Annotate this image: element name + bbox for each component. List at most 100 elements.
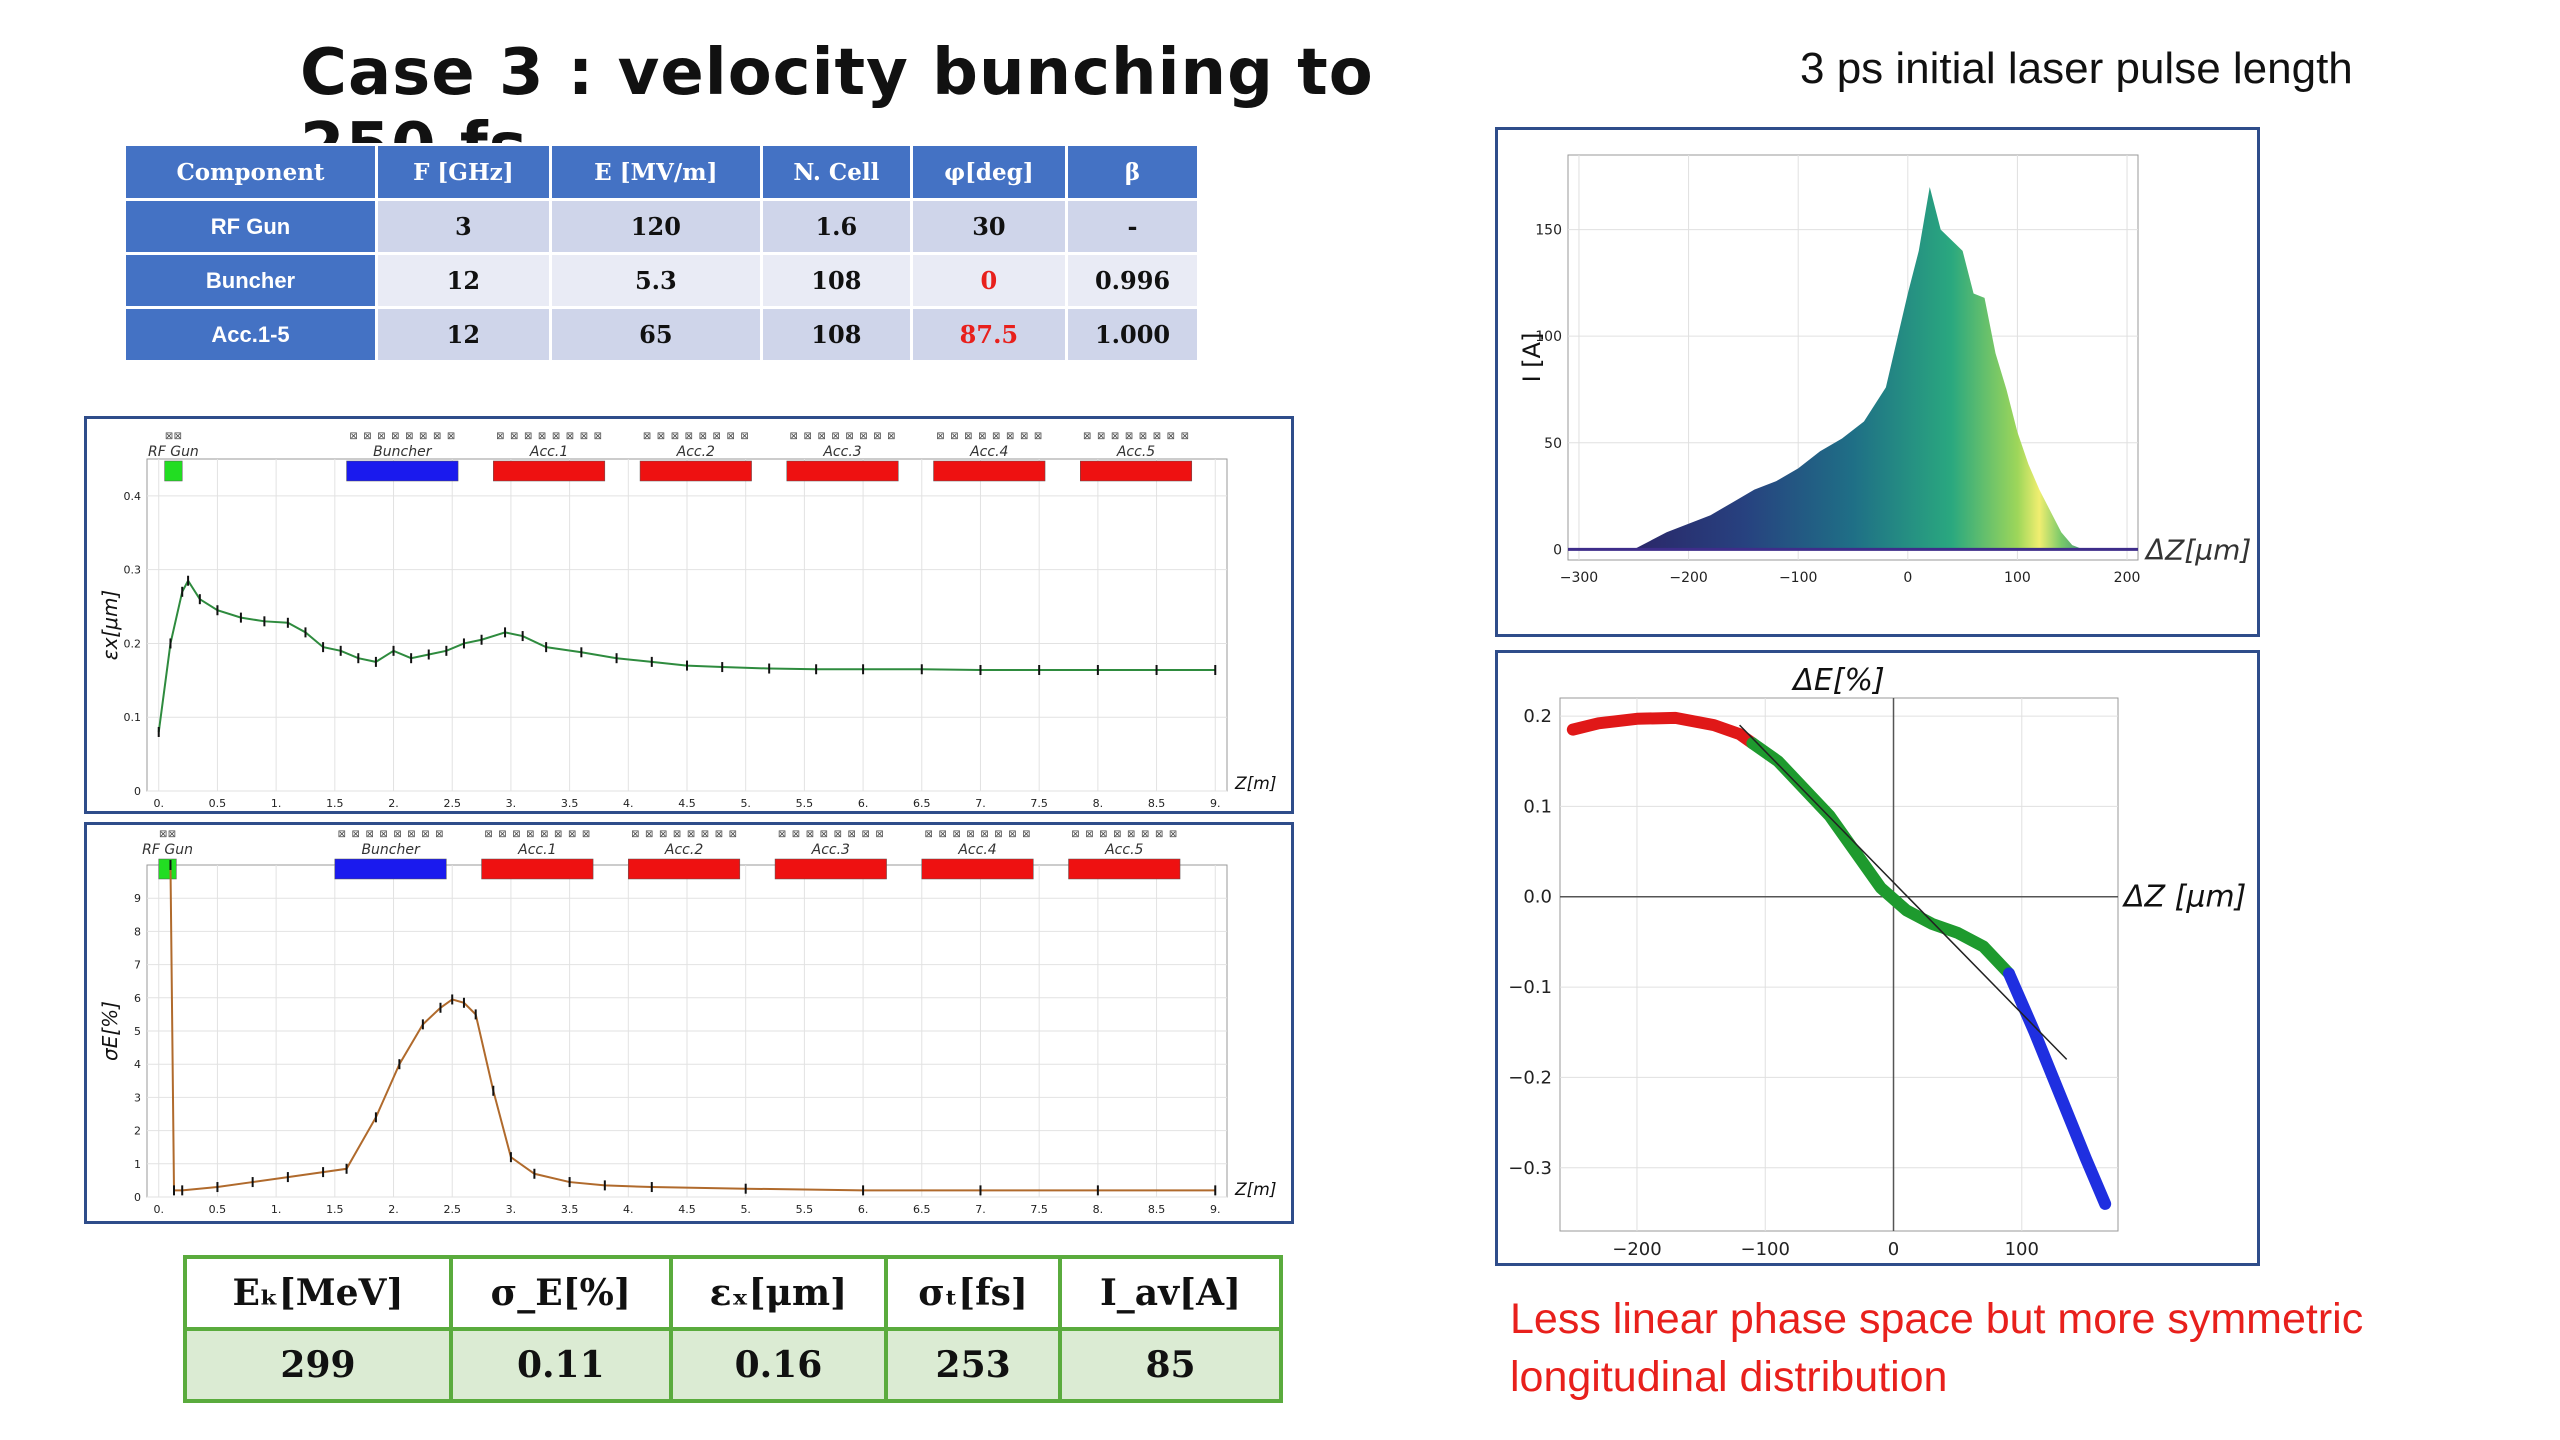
header-frequency: F [GHz] — [375, 143, 552, 201]
x-tick-label: 7.5 — [1030, 797, 1048, 810]
cavity-cell-marker: ⊠ — [526, 829, 534, 840]
cavity-cell-marker: ⊠ — [552, 431, 560, 442]
header-component: Component — [123, 143, 378, 201]
cavity-cell-marker: ⊠ — [1139, 431, 1147, 442]
emittance-chart: 0. 0.5 1. 1.5 2. 2.5 3. 3.5 4. 4.5 5. 5.5 6. 6.5 7. 7.5… — [98, 431, 1276, 810]
x-tick-label: −300 — [1560, 570, 1598, 586]
beamline-element-label: Acc.5 — [1116, 444, 1155, 460]
cavity-cell-marker: ⊠ — [925, 829, 933, 840]
cavity-cell-marker: ⊠ — [671, 431, 679, 442]
beamline-element-label: Acc.2 — [664, 842, 703, 858]
x-tick-label: 1. — [271, 1203, 282, 1216]
component-name: Acc.1-5 — [123, 306, 378, 363]
cavity-cell-marker: ⊠ — [657, 431, 665, 442]
cavity-cell-marker: ⊠ — [659, 829, 667, 840]
cavity-cell-marker: ⊠ — [834, 829, 842, 840]
x-axis-label: ΔZ[μm] — [2144, 533, 2251, 566]
phase-space-chart-frame: −200 −100 0 100 0.2 0.1 0.0 −0.1 −0.2 −0.3 ΔE[%] ΔZ… — [1495, 650, 2260, 1266]
parameters-row: RF Gun 3 120 1.6 30- — [123, 198, 1200, 255]
parameter-value: 3 — [375, 198, 552, 255]
beamline-element-label: Buncher — [361, 842, 421, 858]
cavity-cell-marker: ⊠ — [377, 431, 385, 442]
cavity-cell-marker: ⊠ — [168, 829, 176, 840]
beamline-element-block — [628, 858, 741, 880]
y-tick-label: 7 — [134, 959, 141, 972]
header-ncell: N. Cell — [759, 143, 913, 201]
x-tick-label: 6. — [858, 1203, 869, 1216]
page-subtitle: 3 ps initial laser pulse length — [1800, 44, 2353, 93]
cavity-cell-marker: ⊠ — [848, 829, 856, 840]
cavity-cell-marker: ⊠ — [778, 829, 786, 840]
beamline-element-block — [1080, 460, 1193, 482]
cavity-cell-marker: ⊠ — [685, 431, 693, 442]
parameter-value: 12 — [375, 252, 552, 309]
result-emittance: 0.16 — [668, 1327, 889, 1403]
cavity-cell-marker: ⊠ — [790, 431, 798, 442]
beamline-element-label: Acc.2 — [676, 444, 715, 460]
result-header-bunch-length: σₜ[fs] — [884, 1255, 1062, 1331]
y-axis-label: ΔE[%] — [1791, 663, 1884, 698]
x-tick-label: 5.5 — [796, 797, 814, 810]
beamline-element-label: Acc.5 — [1104, 842, 1143, 858]
cavity-cell-marker: ⊠ — [1113, 829, 1121, 840]
beamline-element-block — [346, 460, 459, 482]
x-tick-label: −100 — [1779, 570, 1817, 586]
x-tick-label: 0.5 — [209, 797, 227, 810]
x-tick-label: 7. — [975, 797, 986, 810]
cavity-cell-marker: ⊠ — [992, 431, 1000, 442]
cavity-cell-marker: ⊠ — [540, 829, 548, 840]
particle-point — [1824, 810, 1835, 821]
parameters-table: Component F [GHz] E [MV/m] N. Cell φ[deg… — [123, 143, 1200, 363]
particle-point — [1978, 941, 1989, 952]
cavity-cell-marker: ⊠ — [1111, 431, 1119, 442]
beamline-element-label: Acc.3 — [822, 444, 861, 460]
x-tick-label: 4. — [623, 1203, 634, 1216]
x-tick-label: 0 — [1903, 570, 1912, 586]
parameters-header-row: Component F [GHz] E [MV/m] N. Cell φ[deg… — [123, 143, 1200, 201]
beamline-element-block — [481, 858, 594, 880]
particle-point — [1927, 918, 1937, 929]
cavity-cell-marker: ⊠ — [484, 829, 492, 840]
x-tick-label: 5. — [740, 1203, 751, 1216]
y-tick-label: 150 — [1535, 223, 1562, 239]
x-tick-label: 100 — [2005, 1239, 2039, 1260]
beamline-element-block — [774, 858, 887, 880]
cavity-cell-marker: ⊠ — [713, 431, 721, 442]
particle-point — [2055, 1090, 2066, 1101]
result-header-current: I_av[A] — [1058, 1255, 1283, 1331]
parameter-value: 30 — [909, 198, 1069, 255]
result-header-energy-spread: σ_E[%] — [448, 1255, 673, 1331]
emittance-chart-frame: 0. 0.5 1. 1.5 2. 2.5 3. 3.5 4. 4.5 5. 5.5 6. 6.5 7. 7.5… — [84, 416, 1294, 814]
y-tick-label: 100 — [1535, 329, 1562, 345]
cavity-cell-marker: ⊠ — [873, 431, 881, 442]
beamline-element-block — [921, 858, 1034, 880]
cavity-cell-marker: ⊠ — [859, 431, 867, 442]
x-tick-label: 2. — [388, 797, 399, 810]
cavity-cell-marker: ⊠ — [936, 431, 944, 442]
cavity-cell-marker: ⊠ — [875, 829, 883, 840]
cavity-cell-marker: ⊠ — [435, 829, 443, 840]
beamline-element-block — [786, 460, 899, 482]
cavity-cell-marker: ⊠ — [352, 829, 360, 840]
x-tick-label: −200 — [1669, 570, 1707, 586]
cavity-cell-marker: ⊠ — [792, 829, 800, 840]
cavity-cell-marker: ⊠ — [421, 829, 429, 840]
cavity-cell-marker: ⊠ — [980, 829, 988, 840]
cavity-cell-marker: ⊠ — [496, 431, 504, 442]
cavity-cell-marker: ⊠ — [1127, 829, 1135, 840]
cavity-cell-marker: ⊠ — [405, 431, 413, 442]
plot-area — [1559, 697, 2119, 1232]
result-energy-spread: 0.11 — [448, 1327, 673, 1403]
cavity-cell-marker: ⊠ — [1099, 829, 1107, 840]
particle-point — [1901, 905, 1912, 916]
cavity-cell-marker: ⊠ — [1169, 829, 1177, 840]
y-tick-label: 0 — [1553, 542, 1562, 558]
x-tick-label: −200 — [1612, 1239, 1661, 1260]
beamline-element-label: Acc.4 — [969, 444, 1008, 460]
cavity-cell-marker: ⊠ — [393, 829, 401, 840]
cavity-cell-marker: ⊠ — [165, 431, 173, 442]
x-tick-label: 0. — [153, 797, 164, 810]
x-tick-label: 0.5 — [209, 1203, 227, 1216]
y-tick-label: 3 — [134, 1091, 141, 1104]
x-tick-label: 200 — [2114, 570, 2141, 586]
